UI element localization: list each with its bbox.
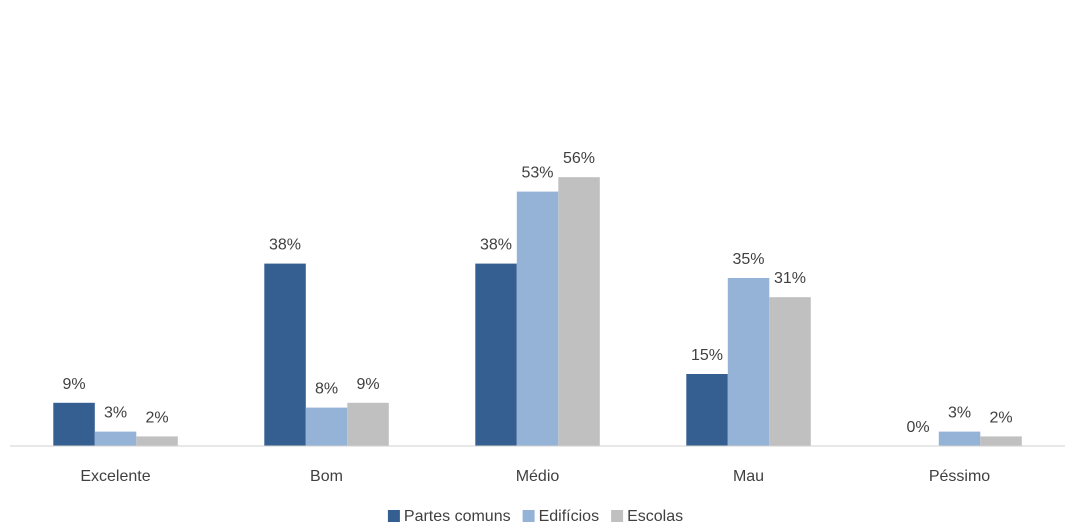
x-tick-label: Bom — [310, 468, 343, 485]
value-label: 31% — [774, 270, 806, 287]
legend-item-edifícios: Edifícios — [522, 508, 599, 525]
value-label: 35% — [732, 251, 764, 268]
bar-escolas-médio — [558, 177, 600, 446]
value-label: 3% — [104, 405, 127, 422]
legend-label: Edifícios — [539, 508, 599, 525]
value-label: 2% — [989, 409, 1012, 426]
legend-swatch — [611, 510, 624, 522]
bar-partes-comuns-mau — [686, 374, 728, 446]
value-label: 9% — [356, 376, 379, 393]
bar-escolas-excelente — [136, 436, 178, 446]
legend: Partes comuns Edifícios Escolas — [387, 508, 683, 525]
value-label: 15% — [691, 347, 723, 364]
value-labels-layer: 9% 3% 2% 38% 8% 9% 38% 53% 56% 15% 35% 31% 0% 3% 2% — [62, 150, 1012, 436]
legend-swatch — [387, 510, 400, 522]
value-label: 2% — [145, 409, 168, 426]
legend-label: Partes comuns — [404, 508, 511, 525]
x-tick-label: Mau — [733, 468, 764, 485]
legend-item-partes-comuns: Partes comuns — [387, 508, 511, 525]
value-label: 38% — [269, 237, 301, 254]
x-tick-labels-layer: Excelente Bom Médio Mau Péssimo — [80, 468, 990, 485]
legend-label: Escolas — [627, 508, 683, 525]
value-label: 53% — [521, 165, 553, 182]
bar-partes-comuns-médio — [475, 263, 517, 446]
bar-edifícios-médio — [516, 191, 559, 446]
bar-edifícios-bom — [305, 407, 348, 446]
legend-swatch — [522, 510, 535, 522]
value-label: 38% — [480, 237, 512, 254]
value-label: 0% — [906, 419, 929, 436]
bar-partes-comuns-excelente — [53, 402, 95, 446]
bar-edifícios-mau — [727, 278, 770, 446]
x-tick-label: Excelente — [80, 468, 150, 485]
bar-edifícios-excelente — [94, 431, 137, 446]
value-label: 3% — [948, 405, 971, 422]
bar-escolas-bom — [347, 402, 389, 446]
value-label: 8% — [315, 381, 338, 398]
bar-partes-comuns-bom — [264, 263, 306, 446]
value-label: 56% — [563, 150, 595, 167]
bars-layer — [53, 177, 1022, 446]
bar-escolas-péssimo — [980, 436, 1022, 446]
x-tick-label: Médio — [516, 468, 560, 485]
legend-item-escolas: Escolas — [611, 508, 683, 525]
bar-escolas-mau — [769, 297, 811, 446]
value-label: 9% — [62, 376, 85, 393]
bar-edifícios-péssimo — [938, 431, 981, 446]
x-tick-label: Péssimo — [929, 468, 990, 485]
